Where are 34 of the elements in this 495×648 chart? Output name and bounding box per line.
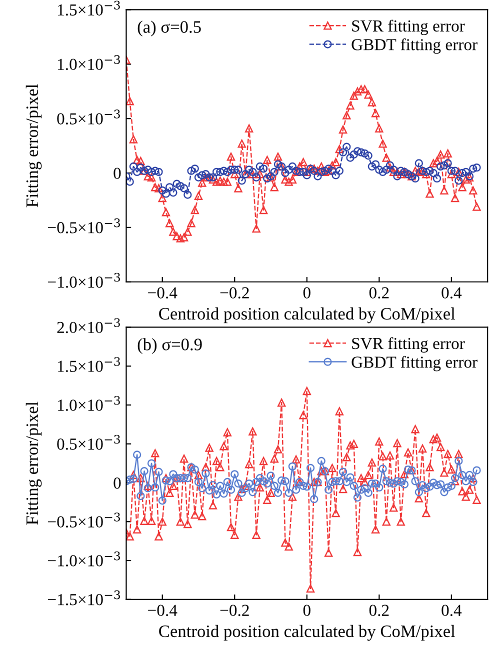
y-tick-label: 1.0×10$^{−3}$ — [58, 55, 120, 70]
y-axis-title: Fitting error/pixel — [26, 84, 42, 208]
y-tick-label: 1.5×10$^{−3}$ — [58, 357, 120, 372]
x-tick-label: 0.4 — [442, 604, 462, 616]
x-tick-label: 0.4 — [442, 287, 462, 299]
text: (a) σ=0.5 — [138, 20, 201, 36]
legend-label: SVR fitting error — [352, 337, 465, 353]
y-tick-label: −0.5×10$^{−3}$ — [48, 512, 120, 528]
x-axis-title: Centroid position calculated by CoM/pixel — [159, 307, 456, 324]
x-tick-label: 0 — [303, 604, 310, 616]
y-tick-label: 1.5×10$^{−3}$ — [58, 0, 120, 16]
y-tick-label: −1.5×10$^{−3}$ — [48, 590, 120, 606]
y-tick-label: −1.0×10$^{−3}$ — [48, 551, 120, 566]
legend-label: GBDT fitting error — [352, 356, 478, 372]
y-tick-label: 0 — [114, 168, 121, 179]
y-tick-label: −1.0×10$^{−3}$ — [48, 272, 120, 288]
x-tick-label: 0.2 — [369, 287, 389, 299]
x-tick-label: −0.4 — [148, 604, 178, 616]
x-tick-label: 0 — [303, 287, 310, 298]
y-tick-label: 0.5×10$^{−3}$ — [57, 110, 120, 125]
y-tick-label: 2.0×10$^{−3}$ — [57, 318, 120, 334]
legend-label: SVR fitting error — [352, 20, 465, 36]
x-tick-label: −0.4 — [148, 287, 178, 299]
y-tick-label: −0.5×10$^{−3}$ — [48, 218, 120, 234]
text: (b) σ=0.9 — [138, 338, 202, 354]
legend-label: GBDT fitting error — [352, 38, 478, 54]
y-tick-label: 0 — [114, 477, 121, 489]
x-tick-label: −0.2 — [220, 604, 249, 616]
y-axis-title: Fitting error/pixel — [26, 402, 42, 525]
x-axis-title: Centroid position calculated by CoM/pixel — [159, 624, 456, 641]
x-tick-label: 0.2 — [369, 604, 389, 616]
x-tick-label: −0.2 — [220, 287, 249, 299]
y-tick-label: 0.5×10$^{−3}$ — [57, 434, 120, 450]
y-tick-label: 1.0×10$^{−3}$ — [58, 396, 120, 411]
